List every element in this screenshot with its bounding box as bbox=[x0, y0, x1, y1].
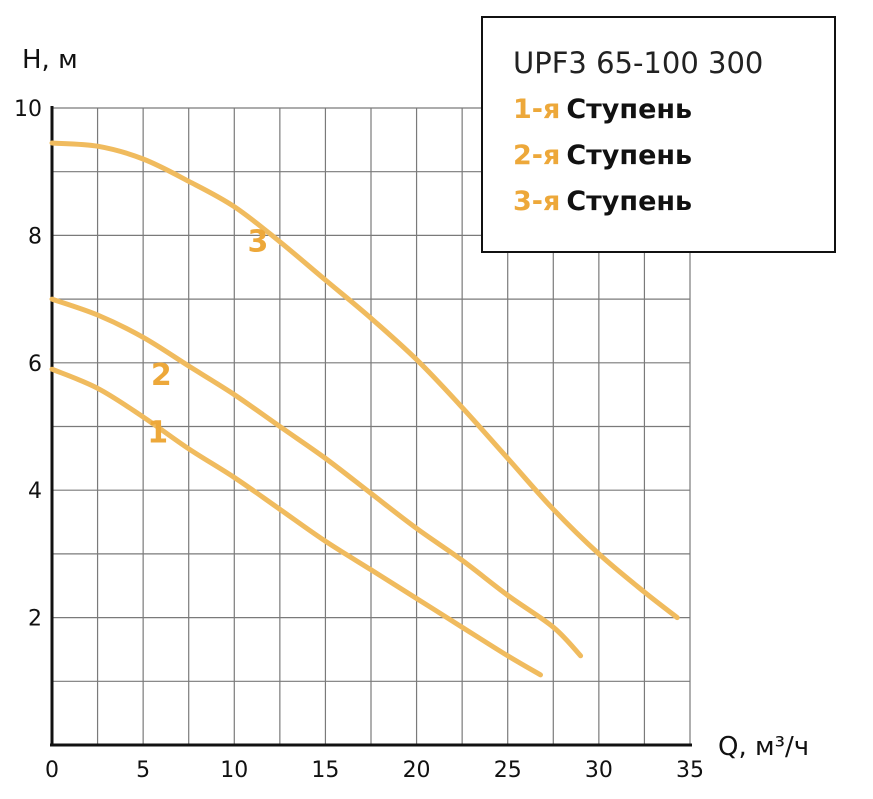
series-1-curve-label: 1 bbox=[147, 415, 168, 450]
legend-entry-3: 3-я Ступень bbox=[513, 186, 834, 232]
y-ticks: 2 4 6 8 10 bbox=[14, 97, 42, 632]
legend-entry-1-number: 1-я bbox=[513, 94, 561, 125]
x-tick-label: 0 bbox=[45, 758, 59, 783]
legend-entry-2-text: Ступень bbox=[566, 140, 693, 171]
curve-labels: 1 2 3 bbox=[147, 224, 268, 450]
x-tick-label: 35 bbox=[676, 758, 704, 783]
legend-entry-1: 1-я Ступень bbox=[513, 94, 834, 140]
x-tick-label: 10 bbox=[220, 758, 248, 783]
x-ticks: 0 5 10 15 20 25 30 35 bbox=[45, 758, 704, 783]
x-tick-label: 30 bbox=[585, 758, 613, 783]
y-axis-label: H, м bbox=[22, 45, 78, 75]
legend-title: UPF3 65-100 300 bbox=[513, 46, 764, 80]
x-axis-label: Q, м³/ч bbox=[718, 732, 809, 762]
y-tick-label: 2 bbox=[28, 607, 42, 632]
series-3-curve-label: 3 bbox=[248, 224, 269, 259]
series-1-line bbox=[49, 366, 543, 678]
x-tick-label: 25 bbox=[494, 758, 522, 783]
series-2-line bbox=[49, 296, 584, 659]
legend-entry-2: 2-я Ступень bbox=[513, 140, 834, 186]
legend: UPF3 65-100 300 1-я Ступень 2-я Ступень 3-… bbox=[481, 16, 836, 253]
series-2-curve-label: 2 bbox=[151, 358, 172, 393]
legend-entry-1-text: Ступень bbox=[566, 94, 693, 125]
y-tick-label: 10 bbox=[14, 97, 42, 122]
x-tick-label: 15 bbox=[311, 758, 339, 783]
series-3-line bbox=[49, 140, 680, 621]
y-tick-label: 4 bbox=[28, 479, 42, 504]
x-tick-label: 20 bbox=[403, 758, 431, 783]
legend-entry-3-number: 3-я bbox=[513, 186, 561, 217]
legend-entry-3-text: Ступень bbox=[566, 186, 693, 217]
x-tick-label: 5 bbox=[136, 758, 150, 783]
legend-entry-2-number: 2-я bbox=[513, 140, 561, 171]
y-tick-label: 8 bbox=[28, 224, 42, 249]
y-tick-label: 6 bbox=[28, 352, 42, 377]
curves bbox=[49, 140, 680, 678]
